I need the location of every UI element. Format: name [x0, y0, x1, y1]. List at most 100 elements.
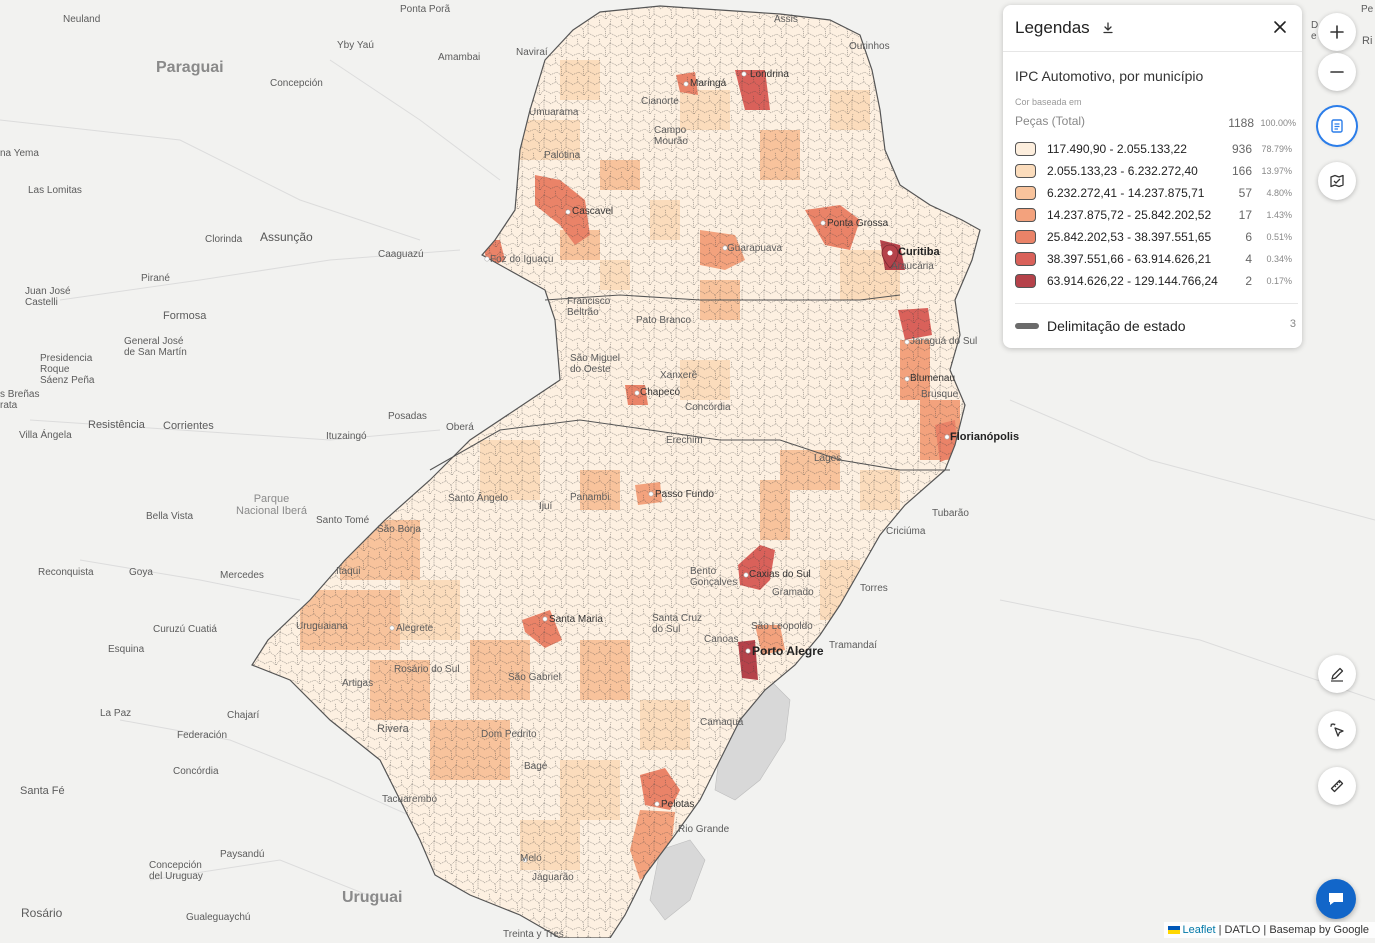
capital-label: Florianópolis — [950, 431, 1019, 443]
place-label: Federación — [177, 730, 227, 741]
city-label: Ponta Grossa — [827, 218, 888, 229]
place-label: Ijuí — [539, 501, 552, 512]
place-label: Ri — [1362, 35, 1372, 47]
place-label: Corrientes — [163, 420, 214, 432]
legend-toggle-button[interactable] — [1318, 107, 1356, 145]
legend-range: 38.397.551,66 - 63.914.626,21 — [1047, 252, 1211, 266]
zoom-out-icon — [1328, 63, 1346, 81]
place-label: Tramandaí — [829, 640, 877, 651]
place-label: Dom Pedrito — [481, 729, 537, 740]
select-button[interactable] — [1318, 711, 1356, 749]
place-label: Itaqui — [336, 566, 360, 577]
place-label: na Yema — [0, 148, 39, 159]
place-label: Xanxerê — [660, 370, 697, 381]
legend-swatch — [1015, 274, 1036, 288]
chat-button[interactable] — [1316, 879, 1356, 919]
place-label: Concepción — [270, 78, 323, 89]
legend-range: 2.055.133,23 - 6.232.272,40 — [1047, 164, 1198, 178]
legend-range: 25.842.202,53 - 38.397.551,65 — [1047, 230, 1211, 244]
legend-count: 936 — [1232, 142, 1252, 156]
place-label: Santo Ângelo — [448, 493, 508, 504]
place-label: Yby Yaú — [337, 40, 374, 51]
legend-pct: 0.17% — [1266, 276, 1292, 286]
place-label: Reconquista — [38, 567, 94, 578]
place-label: Tubarão — [932, 508, 969, 519]
place-label: Amambai — [438, 52, 480, 63]
city-label: Santa Maria — [549, 614, 603, 625]
place-label: Santo Tomé — [316, 515, 369, 526]
zoom-in-button[interactable] — [1318, 13, 1356, 51]
ruler-button[interactable] — [1318, 767, 1356, 805]
place-label: Pato Branco — [636, 315, 691, 326]
place-label: Naviraí — [516, 47, 548, 58]
legend-pct: 4.80% — [1266, 188, 1292, 198]
place-label: Lages — [814, 453, 841, 464]
place-label: Santa Cruz do Sul — [652, 613, 702, 635]
legend-count: 57 — [1239, 186, 1252, 200]
zoom-in-icon — [1328, 23, 1346, 41]
legend-range: 117.490,90 - 2.055.133,22 — [1047, 142, 1187, 156]
legend-swatch — [1015, 186, 1036, 200]
place-label: s Breñas rata — [0, 389, 39, 411]
place-label: Mercedes — [220, 570, 264, 581]
legend-range: 63.914.626,22 - 129.144.766,24 — [1047, 274, 1218, 288]
legend-count: 4 — [1245, 252, 1252, 266]
legend-swatch — [1015, 164, 1036, 178]
zoom-out-button[interactable] — [1318, 53, 1356, 91]
place-label: Ituzaingó — [326, 431, 367, 442]
place-label: Santa Fé — [20, 785, 65, 797]
legend-class-row[interactable]: 6.232.272,41 - 14.237.875,71 57 4.80% — [1015, 185, 1296, 203]
place-label: Ourinhos — [849, 41, 890, 52]
place-label: Criciúma — [886, 526, 925, 537]
place-label: Uruguaiana — [296, 621, 348, 632]
state-boundary-swatch — [1015, 323, 1039, 329]
city-label: Maringá — [690, 78, 726, 89]
leaflet-link[interactable]: Leaflet — [1183, 924, 1216, 936]
place-label: Goya — [129, 567, 153, 578]
draw-button[interactable] — [1318, 655, 1356, 693]
place-label: Treinta y Tres — [503, 929, 564, 940]
legend-panel: Legendas IPC Automotivo, por município C… — [1003, 5, 1302, 348]
place-label: Artigas — [342, 678, 373, 689]
legend-pct: 0.34% — [1266, 254, 1292, 264]
place-label: Curuzú Cuatiá — [153, 624, 217, 635]
place-label: Gramado — [772, 587, 814, 598]
legend-count: 6 — [1245, 230, 1252, 244]
place-label: São Borja — [377, 524, 421, 535]
place-label: Rosário do Sul — [394, 664, 460, 675]
place-label: General José de San Martín — [124, 336, 187, 358]
layers-button[interactable] — [1318, 162, 1356, 200]
place-label: Chajarí — [227, 710, 259, 721]
place-label: Presidencia Roque Sáenz Peña — [40, 353, 95, 386]
legend-swatch — [1015, 252, 1036, 266]
place-label: Rosário — [21, 907, 62, 920]
download-icon[interactable] — [1101, 21, 1115, 35]
place-label: Caaguazú — [378, 249, 424, 260]
city-label: Caxias do Sul — [749, 569, 811, 580]
place-label: Neuland — [63, 14, 100, 25]
place-label: Campo Mourão — [654, 125, 688, 147]
place-label: Erechim — [666, 435, 703, 446]
place-label: Brusque — [921, 389, 958, 400]
legend-range: 6.232.272,41 - 14.237.875,71 — [1047, 186, 1204, 200]
place-label: Las Lomitas — [28, 185, 82, 196]
place-label: Araucária — [891, 261, 934, 272]
place-label: Juan José Castelli — [25, 286, 71, 308]
map-attribution: Leaflet | DATLO | Basemap by Google — [1164, 922, 1375, 938]
place-label: Cianorte — [641, 96, 679, 107]
place-label: Concórdia — [685, 402, 731, 413]
close-icon[interactable] — [1272, 19, 1288, 35]
legend-separator — [1015, 303, 1298, 304]
place-label: Assis — [774, 14, 798, 25]
legend-metric-label: Peças (Total) — [1015, 114, 1085, 128]
place-label: São Leopoldo — [751, 621, 813, 632]
place-label: Esquina — [108, 644, 144, 655]
city-label: Londrina — [750, 69, 789, 80]
place-label: Pe — [1361, 4, 1373, 15]
legend-class-row[interactable]: 38.397.551,66 - 63.914.626,21 4 0.34% — [1015, 251, 1296, 269]
